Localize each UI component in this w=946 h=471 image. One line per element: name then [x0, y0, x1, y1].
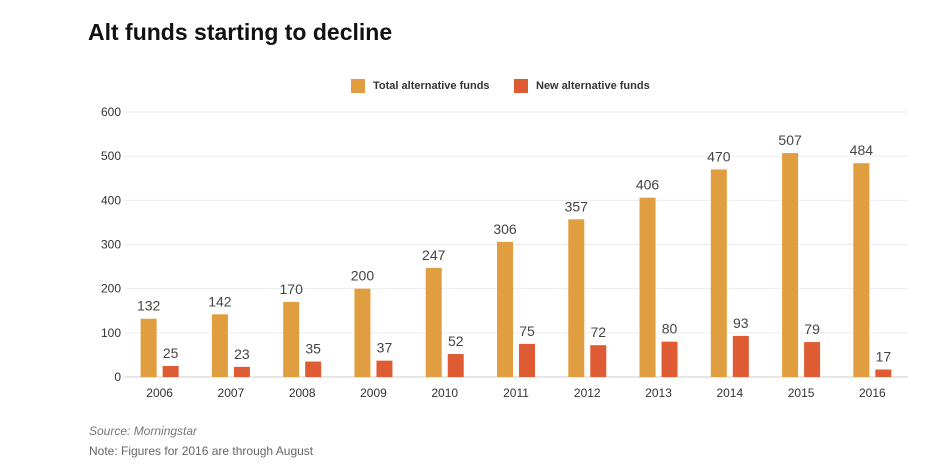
y-tick-label: 200 — [101, 282, 121, 296]
legend-item-total: Total alternative funds — [351, 79, 490, 93]
bar-total — [710, 169, 727, 377]
data-label-total: 357 — [565, 198, 589, 214]
bar-new — [376, 360, 393, 377]
data-label-new: 35 — [305, 341, 321, 357]
bar-total — [283, 301, 300, 377]
data-label-new: 52 — [448, 333, 464, 349]
y-tick-label: 600 — [101, 105, 121, 119]
data-label-total: 200 — [351, 268, 375, 284]
bar-total — [639, 197, 656, 377]
data-label-new: 72 — [590, 324, 606, 340]
chart-legend: Total alternative funds New alternative … — [0, 79, 946, 97]
chart-title: Alt funds starting to decline — [88, 19, 393, 45]
bar-new — [447, 354, 464, 377]
source-note: Source: Morningstar — [89, 424, 198, 438]
bar-total — [354, 288, 371, 377]
data-label-total: 247 — [422, 247, 446, 263]
bar-new — [233, 366, 250, 377]
bar-new — [305, 361, 322, 377]
x-tick-label: 2006 — [146, 386, 173, 400]
x-tick-label: 2015 — [788, 386, 815, 400]
y-tick-label: 400 — [101, 193, 121, 207]
data-label-new: 25 — [163, 345, 179, 361]
footnote: Note: Figures for 2016 are through Augus… — [89, 444, 314, 458]
bar-total — [140, 318, 157, 377]
y-tick-label: 0 — [114, 370, 121, 384]
data-label-new: 75 — [519, 323, 535, 339]
data-label-new: 17 — [876, 348, 892, 364]
x-tick-label: 2010 — [431, 386, 458, 400]
data-label-new: 93 — [733, 315, 749, 331]
bar-new — [732, 335, 749, 377]
x-tick-label: 2007 — [218, 386, 245, 400]
bar-new — [590, 345, 607, 377]
bar-total — [782, 153, 799, 377]
data-label-new: 79 — [804, 321, 820, 337]
legend-item-new: New alternative funds — [514, 79, 650, 93]
data-label-total: 484 — [850, 142, 874, 158]
bar-new — [162, 365, 179, 377]
x-tick-label: 2014 — [716, 386, 743, 400]
data-label-new: 80 — [662, 321, 678, 337]
y-tick-label: 500 — [101, 149, 121, 163]
bar-new — [875, 369, 892, 377]
bar-total — [853, 163, 870, 377]
x-tick-label: 2009 — [360, 386, 387, 400]
data-label-total: 132 — [137, 298, 161, 314]
data-label-new: 37 — [377, 340, 393, 356]
y-tick-label: 100 — [101, 326, 121, 340]
legend-swatch-new — [514, 79, 528, 93]
data-label-total: 142 — [208, 293, 232, 309]
x-tick-label: 2011 — [503, 386, 529, 400]
bar-total — [211, 314, 228, 377]
data-label-total: 406 — [636, 177, 660, 193]
x-tick-label: 2013 — [645, 386, 672, 400]
bar-chart: 0 100 200 300 400 500 600 132 25 2006 142 23 2007 170… — [101, 105, 908, 400]
bar-new — [804, 342, 821, 377]
legend-swatch-total — [351, 79, 365, 93]
x-tick-label: 2008 — [289, 386, 316, 400]
y-tick-label: 300 — [101, 238, 121, 252]
bar-total — [568, 219, 585, 377]
bar-total — [425, 267, 442, 377]
bar-new — [661, 341, 678, 377]
legend-label-new: New alternative funds — [536, 80, 650, 92]
data-label-total: 470 — [707, 148, 731, 164]
bar-new — [519, 343, 535, 377]
legend-label-total: Total alternative funds — [373, 80, 490, 92]
data-label-total: 170 — [280, 281, 304, 297]
data-label-total: 306 — [493, 221, 517, 237]
bar-total — [497, 241, 513, 377]
x-tick-label: 2016 — [859, 386, 886, 400]
data-label-total: 507 — [778, 132, 802, 148]
data-label-new: 23 — [234, 346, 250, 362]
x-tick-label: 2012 — [574, 386, 601, 400]
